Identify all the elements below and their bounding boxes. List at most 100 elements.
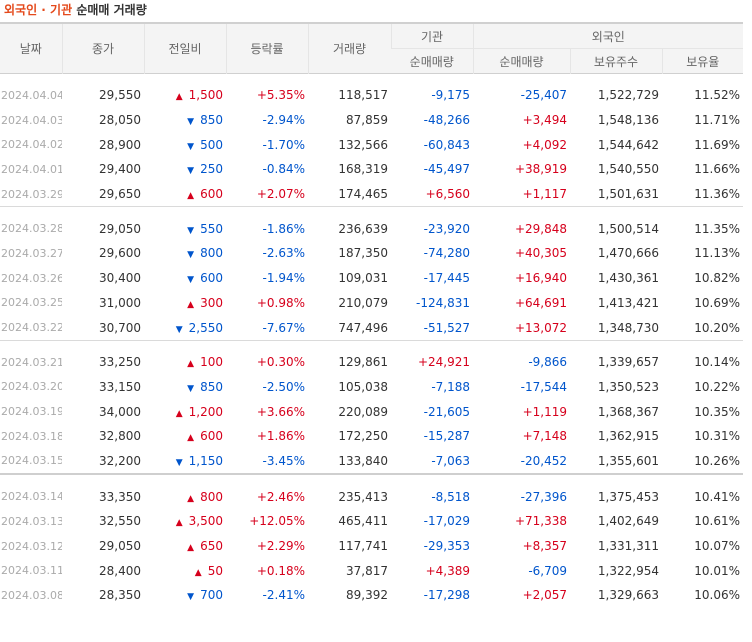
up-triangle-icon: ▲ <box>175 408 183 419</box>
close-cell: 30,400 <box>99 271 141 286</box>
change-value: 1,150 <box>188 453 223 468</box>
header-holdings: 보유주수 <box>569 48 662 74</box>
change-value: 600 <box>200 429 223 444</box>
inst-net-cell: -8,518 <box>431 489 470 504</box>
rate-cell: +2.07% <box>256 187 305 202</box>
header-foreign: 외국인 <box>472 23 743 49</box>
volume-cell: 89,392 <box>346 588 388 603</box>
change-cell: ▲ 600 <box>144 424 226 449</box>
inst-net-cell: -51,527 <box>423 320 470 335</box>
holdings-cell: 1,368,367 <box>597 404 659 419</box>
foreign-net-cell: -20,452 <box>520 453 567 468</box>
change-value: 50 <box>207 563 223 578</box>
down-triangle-icon: ▼ <box>187 225 195 236</box>
change-cell: ▲ 800 <box>144 484 226 509</box>
change-value: 500 <box>200 137 223 152</box>
table-row: 2024.03.27 29,600 ▼ 800 -2.63% 187,350 -74,280… <box>0 241 743 266</box>
rate-cell: -2.94% <box>262 113 305 128</box>
down-triangle-icon: ▼ <box>187 383 195 394</box>
holdings-cell: 1,548,136 <box>597 113 659 128</box>
up-triangle-icon: ▲ <box>187 359 195 370</box>
date-cell: 2024.03.26 <box>1 271 62 285</box>
holdings-cell: 1,413,421 <box>597 295 659 310</box>
rate-cell: +0.18% <box>256 563 305 578</box>
volume-cell: 132,566 <box>338 137 388 152</box>
change-value: 2,550 <box>188 320 223 335</box>
volume-cell: 117,741 <box>338 539 388 554</box>
foreign-net-cell: +16,940 <box>514 271 567 286</box>
date-cell: 2024.04.03 <box>1 113 62 127</box>
date-cell: 2024.03.21 <box>1 355 62 369</box>
holdings-cell: 1,522,729 <box>597 88 659 103</box>
inst-net-cell: -74,280 <box>423 246 470 261</box>
close-cell: 33,250 <box>99 355 141 370</box>
change-value: 300 <box>200 295 223 310</box>
volume-cell: 187,350 <box>338 246 388 261</box>
down-triangle-icon: ▼ <box>187 250 195 261</box>
change-value: 700 <box>200 588 223 603</box>
inst-net-cell: -7,188 <box>431 379 470 394</box>
holdings-cell: 1,540,550 <box>597 162 659 177</box>
close-cell: 34,000 <box>99 404 141 419</box>
down-triangle-icon: ▼ <box>175 324 183 335</box>
foreign-net-cell: +71,338 <box>514 514 567 529</box>
table-row: 2024.03.14 33,350 ▲ 800 +2.46% 235,413 -8,518 -… <box>0 484 743 509</box>
ratio-cell: 10.14% <box>694 355 740 370</box>
ratio-cell: 10.20% <box>694 320 740 335</box>
ratio-cell: 11.13% <box>694 246 740 261</box>
group-separator <box>0 74 743 84</box>
down-triangle-icon: ▼ <box>187 592 195 603</box>
rate-cell: +0.30% <box>256 355 305 370</box>
table-row: 2024.03.25 31,000 ▲ 300 +0.98% 210,079 -124,83… <box>0 291 743 316</box>
inst-net-cell: -23,920 <box>423 221 470 236</box>
rate-cell: +3.66% <box>256 404 305 419</box>
date-cell: 2024.03.27 <box>1 246 62 260</box>
holdings-cell: 1,331,311 <box>597 539 659 554</box>
holdings-cell: 1,375,453 <box>597 489 659 504</box>
holdings-cell: 1,544,642 <box>597 137 659 152</box>
volume-cell: 118,517 <box>338 88 388 103</box>
date-cell: 2024.03.18 <box>1 429 62 443</box>
table-row: 2024.04.02 28,900 ▼ 500 -1.70% 132,566 -60,843… <box>0 132 743 157</box>
foreign-net-cell: -25,407 <box>520 88 567 103</box>
volume-cell: 235,413 <box>338 489 388 504</box>
table-row: 2024.03.13 32,550 ▲ 3,500 +12.05% 465,411 -17,… <box>0 509 743 534</box>
change-value: 250 <box>200 162 223 177</box>
holdings-cell: 1,339,657 <box>597 355 659 370</box>
holdings-cell: 1,470,666 <box>597 246 659 261</box>
foreign-net-cell: +1,117 <box>522 187 567 202</box>
holdings-cell: 1,402,649 <box>597 514 659 529</box>
holdings-cell: 1,501,631 <box>597 187 659 202</box>
ratio-cell: 10.01% <box>694 563 740 578</box>
rate-cell: -7.67% <box>262 320 305 335</box>
change-cell: ▲ 300 <box>144 291 226 316</box>
date-cell: 2024.03.11 <box>1 564 62 578</box>
date-cell: 2024.03.13 <box>1 514 62 528</box>
close-cell: 28,400 <box>99 563 141 578</box>
table-row: 2024.03.15 32,200 ▼ 1,150 -3.45% 133,840 -7,06… <box>0 449 743 475</box>
header-rate: 등락률 <box>225 23 308 74</box>
down-triangle-icon: ▼ <box>187 117 195 128</box>
holdings-cell: 1,350,523 <box>597 379 659 394</box>
close-cell: 32,550 <box>99 514 141 529</box>
holdings-cell: 1,329,663 <box>597 588 659 603</box>
rate-cell: -2.41% <box>262 588 305 603</box>
date-cell: 2024.03.15 <box>1 454 62 468</box>
rate-cell: +5.35% <box>256 88 305 103</box>
change-value: 100 <box>200 355 223 370</box>
foreign-net-cell: +29,848 <box>514 221 567 236</box>
ratio-cell: 11.66% <box>694 162 740 177</box>
change-value: 800 <box>200 246 223 261</box>
ratio-cell: 11.52% <box>694 88 740 103</box>
header-change: 전일비 <box>143 23 226 74</box>
change-cell: ▼ 850 <box>144 108 226 133</box>
inst-net-cell: -45,497 <box>423 162 470 177</box>
table-row: 2024.03.19 34,000 ▲ 1,200 +3.66% 220,089 -21,6… <box>0 399 743 424</box>
table-row: 2024.04.03 28,050 ▼ 850 -2.94% 87,859 -48,266 +… <box>0 108 743 133</box>
header-close: 종가 <box>61 23 144 74</box>
volume-cell: 747,496 <box>338 320 388 335</box>
change-value: 550 <box>200 221 223 236</box>
close-cell: 28,900 <box>99 137 141 152</box>
change-cell: ▼ 850 <box>144 375 226 400</box>
rate-cell: -3.45% <box>262 453 305 468</box>
